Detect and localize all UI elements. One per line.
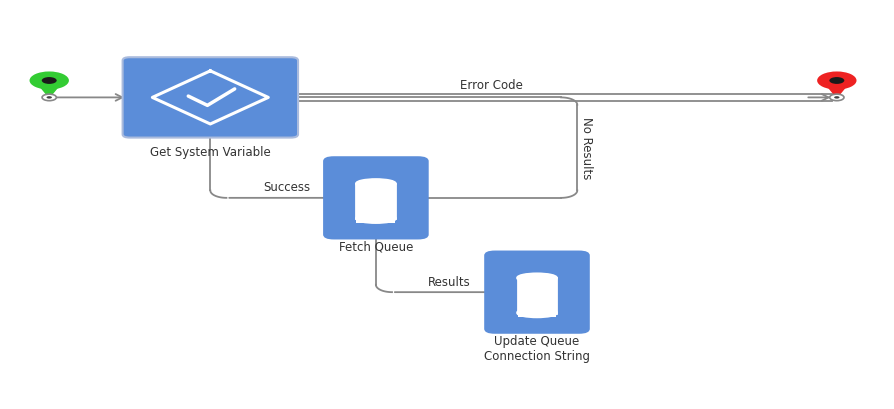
Text: Update Queue
Connection String: Update Queue Connection String (484, 335, 589, 362)
Ellipse shape (517, 309, 556, 317)
Circle shape (42, 78, 56, 85)
Ellipse shape (356, 180, 395, 188)
Circle shape (829, 95, 843, 101)
Circle shape (816, 72, 856, 90)
Circle shape (46, 97, 52, 99)
Text: No Results: No Results (579, 117, 592, 180)
Polygon shape (824, 84, 848, 98)
FancyBboxPatch shape (484, 251, 589, 334)
Bar (517, 278, 556, 313)
Ellipse shape (517, 274, 556, 282)
Circle shape (30, 72, 69, 90)
Polygon shape (38, 84, 61, 98)
Text: Results: Results (428, 275, 470, 288)
Bar (517, 278, 556, 317)
Ellipse shape (517, 274, 556, 282)
FancyBboxPatch shape (323, 157, 428, 240)
Text: Error Code: Error Code (460, 79, 522, 92)
Ellipse shape (356, 180, 395, 188)
FancyBboxPatch shape (122, 58, 298, 138)
Circle shape (833, 97, 839, 99)
Circle shape (42, 95, 56, 101)
Circle shape (829, 78, 843, 85)
Text: Get System Variable: Get System Variable (150, 145, 270, 158)
Text: Fetch Queue: Fetch Queue (338, 240, 413, 253)
Text: Success: Success (263, 181, 309, 194)
Ellipse shape (356, 215, 395, 223)
Bar (356, 184, 395, 219)
Bar (356, 184, 395, 223)
